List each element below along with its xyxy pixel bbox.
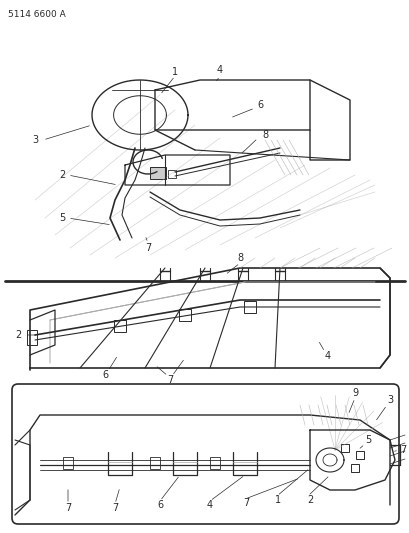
- Text: 8: 8: [261, 130, 267, 140]
- Text: 2: 2: [59, 170, 65, 180]
- Bar: [168, 170, 175, 178]
- Text: 4: 4: [324, 351, 330, 361]
- Text: 8: 8: [236, 253, 243, 263]
- Text: 3: 3: [386, 395, 392, 405]
- Text: 6: 6: [102, 370, 108, 380]
- Text: 7: 7: [166, 375, 173, 385]
- Bar: [114, 320, 126, 332]
- Bar: [150, 457, 160, 469]
- Text: 1: 1: [171, 67, 178, 77]
- Text: 2: 2: [15, 330, 21, 340]
- Bar: [27, 330, 37, 345]
- Text: 4: 4: [207, 500, 213, 510]
- Text: 7: 7: [399, 445, 405, 455]
- Text: 5114 6600 A: 5114 6600 A: [8, 10, 65, 19]
- Text: 7: 7: [144, 243, 151, 253]
- Text: 7: 7: [112, 503, 118, 513]
- Bar: [209, 457, 220, 469]
- Bar: [340, 444, 348, 452]
- Text: 4: 4: [216, 65, 222, 75]
- Text: 7: 7: [65, 503, 71, 513]
- Bar: [350, 464, 358, 472]
- Text: 1: 1: [274, 495, 281, 505]
- Bar: [243, 301, 255, 313]
- Bar: [63, 457, 73, 469]
- Text: 7: 7: [242, 498, 249, 508]
- Text: 3: 3: [32, 135, 38, 145]
- Bar: [150, 167, 166, 179]
- Text: 6: 6: [256, 100, 263, 110]
- Bar: [355, 451, 363, 459]
- Text: 2: 2: [306, 495, 312, 505]
- Text: 9: 9: [351, 388, 357, 398]
- Text: 5: 5: [59, 213, 65, 223]
- Text: 6: 6: [157, 500, 163, 510]
- Text: 5: 5: [364, 435, 370, 445]
- Bar: [179, 309, 191, 321]
